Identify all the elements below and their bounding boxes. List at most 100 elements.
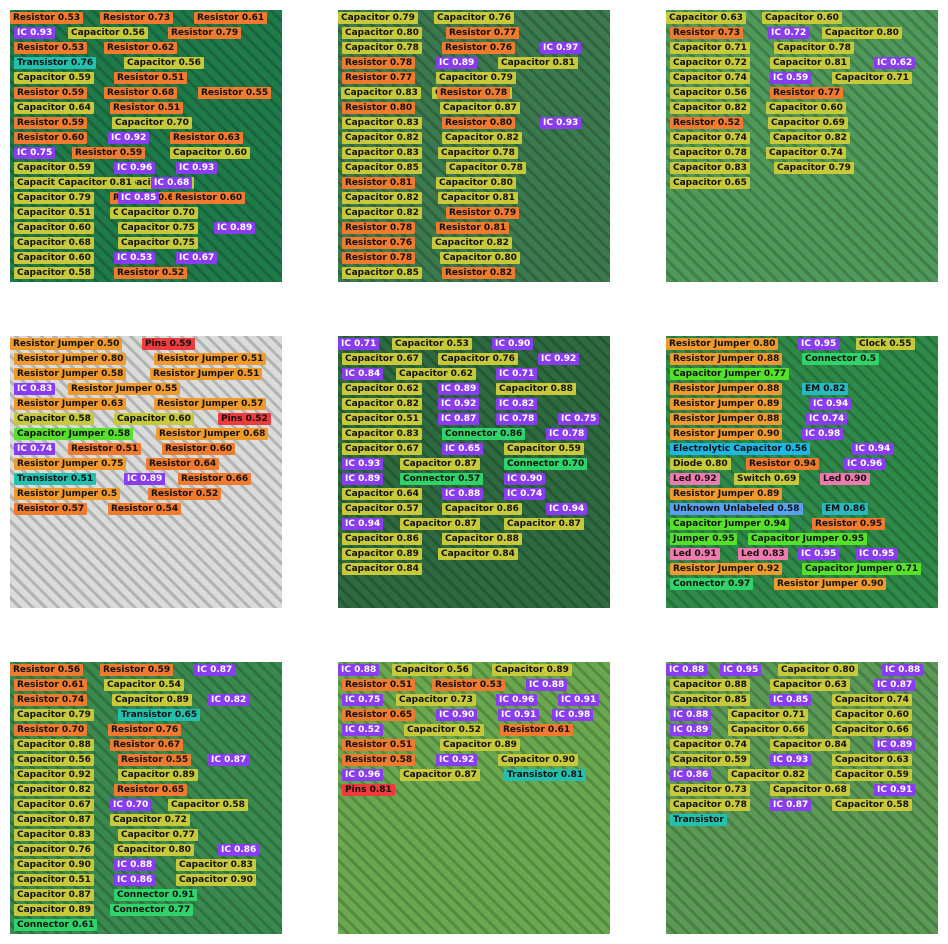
detection-label: IC 0.84 [342,368,384,380]
detection-label: IC 0.89 [214,222,256,234]
detection-label: IC 0.67 [176,252,218,264]
detection-label: Capacitor 0.72 [110,814,190,826]
detection-label: Jumper 0.95 [670,533,738,545]
detection-label: IC 0.91 [558,694,600,706]
detection-label: IC 0.52 [342,724,384,736]
detection-label: Capacitor 0.60 [766,102,846,114]
detection-label: Resistor 0.80 [342,102,416,114]
detection-label: Resistor 0.80 [442,117,516,129]
detection-label: Capacitor 0.92 [14,769,94,781]
detection-label: Capacitor 0.81 [55,177,135,189]
detection-label: Resistor 0.68 [104,87,178,99]
detection-label: Resistor 0.66 [178,473,252,485]
detection-label: Capacitor 0.80 [114,844,194,856]
detection-label: Resistor 0.77 [770,87,844,99]
detection-label: Resistor 0.58 [342,754,416,766]
detection-label: IC 0.75 [342,694,384,706]
detection-label: Resistor Jumper 0.92 [670,563,783,575]
detection-label: Pins 0.81 [342,784,395,796]
detection-label: Led 0.90 [820,473,870,485]
detection-label: Capacitor Jumper 0.94 [670,518,790,530]
detection-label: Capacitor 0.80 [436,177,516,189]
detection-label: Resistor 0.73 [670,27,744,39]
detection-label: Capacitor 0.64 [14,102,94,114]
detection-label: Resistor 0.60 [162,443,236,455]
detection-label: IC 0.74 [806,413,848,425]
detection-label: Connector 0.61 [14,919,98,931]
detection-label: Capacitor 0.85 [670,694,750,706]
detection-label: IC 0.85 [770,694,812,706]
detection-label: IC 0.86 [670,769,712,781]
detection-label: Clock 0.55 [856,338,915,350]
detection-label: Capacitor 0.56 [14,754,94,766]
detection-label: IC 0.92 [108,132,150,144]
detection-label: Capacitor 0.80 [778,664,858,676]
detection-label: Capacitor 0.57 [342,503,422,515]
detection-label: IC 0.88 [882,664,924,676]
detection-label: Capacitor 0.81 [498,57,578,69]
detection-label: Resistor 0.55 [198,87,272,99]
detection-label: Transistor [670,814,727,826]
detection-label: Capacitor 0.56 [68,27,148,39]
detection-label: Capacitor 0.75 [118,222,198,234]
detection-label: Capacitor 0.74 [670,72,750,84]
detection-label: Capacitor 0.79 [14,709,94,721]
detection-label: Capacitor 0.82 [670,102,750,114]
detection-label: Capacitor 0.58 [14,267,94,279]
detection-label: Resistor Jumper 0.90 [670,428,783,440]
detection-label: Resistor 0.64 [146,458,220,470]
detection-label: Resistor 0.78 [342,57,416,69]
detection-label: Capacitor 0.81 [770,57,850,69]
detection-label: Capacitor 0.80 [440,252,520,264]
detection-label: IC 0.89 [438,383,480,395]
detection-label: Capacitor 0.60 [14,222,94,234]
detection-label: Capacitor 0.60 [114,413,194,425]
detection-label: Resistor 0.53 [10,12,84,24]
detection-label: Resistor 0.51 [342,679,416,691]
detection-label: Resistor 0.79 [168,27,242,39]
pcb-image [666,10,938,282]
detection-label: Capacitor 0.63 [770,679,850,691]
detection-label: Capacitor 0.83 [341,87,421,99]
detection-label: Resistor 0.59 [14,87,88,99]
detection-label: Capacitor 0.71 [670,42,750,54]
detection-label: Resistor 0.61 [194,12,268,24]
detection-label: Capacitor 0.78 [438,147,518,159]
detection-label: Capacitor 0.83 [670,162,750,174]
detection-panel-2: Capacitor 0.79 Capacitor 0.76 Capacitor 0.… [338,10,610,282]
detection-label: IC 0.75 [14,147,56,159]
detection-label: Capacitor 0.88 [442,533,522,545]
detection-label: IC 0.87 [208,754,250,766]
detection-label: Resistor 0.74 [14,694,88,706]
detection-label: Capacitor 0.87 [14,889,94,901]
detection-label: IC 0.70 [110,799,152,811]
detection-label: Resistor Jumper 0.51 [150,368,263,380]
detection-label: Capacitor 0.68 [770,784,850,796]
detection-label: Capacitor 0.73 [670,784,750,796]
detection-label: Resistor Jumper 0.75 [14,458,127,470]
detection-label: Switch 0.69 [734,473,800,485]
detection-label: Capacitor 0.59 [670,754,750,766]
detection-label: Resistor 0.78 [342,222,416,234]
detection-label: Transistor 0.65 [118,709,201,721]
detection-label: IC 0.82 [496,398,538,410]
detection-label: Resistor Jumper 0.88 [670,353,783,365]
detection-label: Resistor 0.61 [14,679,88,691]
detection-label: Resistor 0.56 [10,664,84,676]
detection-label: Resistor 0.53 [14,42,88,54]
detection-label: Capacitor 0.78 [670,799,750,811]
detection-label: Capacitor 0.89 [112,694,192,706]
detection-label: IC 0.89 [124,473,166,485]
detection-label: Capacitor 0.56 [124,57,204,69]
detection-label: Resistor 0.52 [114,267,188,279]
detection-label: IC 0.68 [151,177,193,189]
detection-label: Capacitor 0.56 [392,664,472,676]
detection-label: Resistor 0.65 [342,709,416,721]
detection-label: Resistor 0.67 [110,739,184,751]
detection-label: Capacitor 0.72 [670,57,750,69]
detection-label: Capacitor 0.87 [504,518,584,530]
detection-label: Capacitor 0.80 [822,27,902,39]
detection-label: Unknown Unlabeled 0.58 [670,503,803,515]
detection-label: IC 0.88 [338,664,380,676]
detection-label: Capacitor 0.78 [774,42,854,54]
